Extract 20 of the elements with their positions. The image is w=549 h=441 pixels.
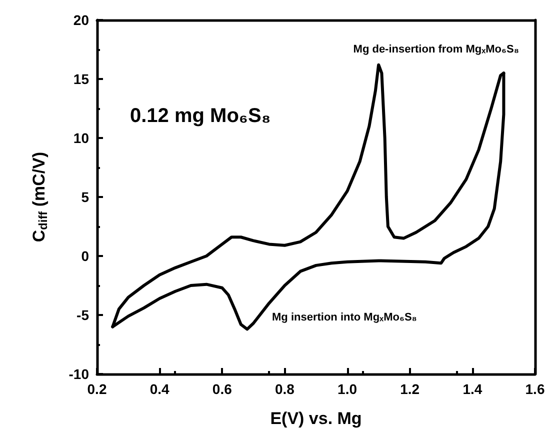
x-tick-label: 0.2 [87, 381, 107, 397]
y-tick-label: 0 [81, 248, 90, 264]
annotation: Mg de-insertion from MgₓMo₆S₈ [353, 44, 520, 56]
y-tick-label: -10 [68, 366, 90, 382]
y-axis-title: Cdiff (mC/V) [30, 152, 50, 242]
x-tick-label: 1.4 [462, 381, 482, 397]
y-tick-label: 5 [81, 189, 90, 205]
x-tick-label: 1.2 [400, 381, 420, 397]
y-tick-label: 10 [73, 130, 90, 146]
y-tick-label: 15 [73, 71, 90, 87]
x-tick-label: 1.0 [338, 381, 358, 397]
x-tick-label: 0.8 [274, 381, 295, 397]
y-tick-label: 20 [73, 12, 90, 28]
annotation: 0.12 mg Mo₆S₈ [130, 105, 271, 127]
x-tick-label: 0.4 [150, 381, 170, 397]
x-tick-label: 0.6 [212, 381, 232, 397]
annotation: Mg insertion into MgₓMo₆S₈ [272, 312, 417, 324]
x-tick-label: 1.6 [525, 381, 545, 397]
y-tick-label: -5 [76, 307, 90, 323]
x-axis-title: E(V) vs. Mg [270, 409, 362, 428]
